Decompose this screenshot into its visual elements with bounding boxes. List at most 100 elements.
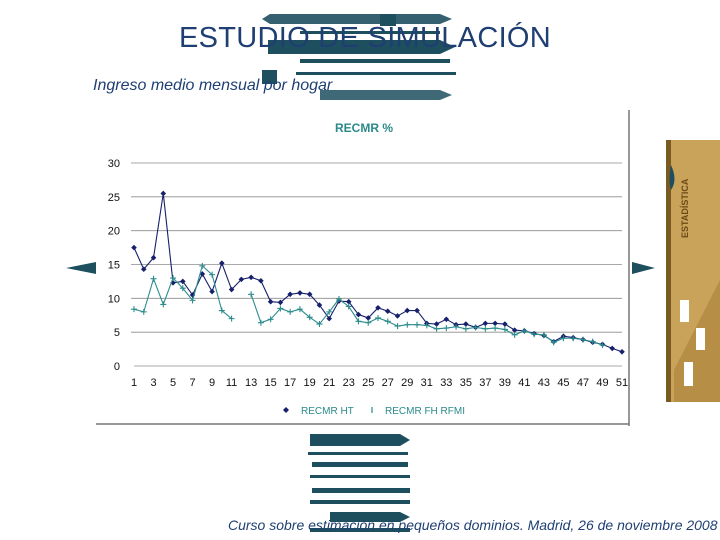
chart-background <box>96 108 632 426</box>
data-point <box>453 323 460 330</box>
data-point <box>170 275 177 282</box>
chart-title: RECMR % <box>335 121 393 135</box>
x-tick-label: 17 <box>284 377 296 389</box>
data-point <box>257 319 264 326</box>
data-point <box>404 321 411 328</box>
x-tick-label: 25 <box>362 377 374 389</box>
data-point <box>219 260 225 266</box>
x-tick-label: 1 <box>131 377 137 389</box>
data-point <box>258 277 264 284</box>
y-tick-label: 10 <box>108 293 120 305</box>
data-point <box>277 299 284 306</box>
logo-panel: ESTADÍSTICA <box>666 140 720 402</box>
data-point <box>180 278 186 285</box>
slide-title: ESTUDIO DE SIMULACIÓN <box>178 22 552 54</box>
data-point <box>228 315 235 322</box>
data-point <box>297 290 303 296</box>
y-tick-label: 15 <box>108 260 120 272</box>
data-point <box>199 262 206 269</box>
data-point <box>296 306 303 313</box>
x-tick-label: 37 <box>479 377 491 389</box>
y-tick-label: 20 <box>108 226 120 238</box>
data-point <box>384 308 391 314</box>
data-point <box>394 323 401 330</box>
data-point <box>355 318 362 325</box>
x-tick-label: 33 <box>440 377 452 389</box>
data-point <box>209 271 216 278</box>
legend-marker <box>283 407 289 413</box>
x-tick-label: 23 <box>343 377 355 389</box>
data-point <box>463 321 469 327</box>
data-point <box>277 305 284 312</box>
data-point <box>189 292 196 298</box>
bottom-ornament <box>300 420 410 532</box>
data-point <box>355 311 362 318</box>
x-tick-label: 47 <box>577 377 589 389</box>
data-point <box>131 306 137 313</box>
x-tick-label: 3 <box>150 377 156 389</box>
data-point <box>433 325 440 332</box>
data-point <box>540 331 547 338</box>
data-point <box>238 276 245 283</box>
x-tick-label: 19 <box>304 377 316 389</box>
data-point <box>589 338 596 345</box>
x-tick-label: 49 <box>596 377 608 389</box>
x-tick-label: 29 <box>401 377 413 389</box>
data-point <box>267 298 274 305</box>
data-point <box>179 285 186 292</box>
legend-label: RECMR HT <box>301 406 354 417</box>
x-tick-label: 27 <box>382 377 394 389</box>
data-point <box>511 331 518 338</box>
data-point <box>287 308 294 315</box>
data-point <box>443 316 450 323</box>
data-point <box>482 320 489 327</box>
data-point <box>619 348 625 355</box>
data-point <box>267 316 274 323</box>
x-tick-label: 45 <box>557 377 569 389</box>
x-tick-label: 39 <box>499 377 511 389</box>
slide-footer: Curso sobre estimación en pequeños domin… <box>228 517 718 533</box>
data-point <box>170 279 176 286</box>
x-tick-label: 31 <box>421 377 433 389</box>
data-point <box>472 324 479 331</box>
data-point <box>560 335 567 342</box>
y-tick-label: 5 <box>114 327 120 339</box>
x-tick-label: 9 <box>209 377 215 389</box>
data-point <box>609 345 616 352</box>
data-point <box>414 321 421 328</box>
data-point <box>306 314 313 321</box>
data-point <box>365 319 372 326</box>
y-tick-label: 30 <box>108 158 120 170</box>
x-tick-label: 41 <box>518 377 530 389</box>
data-point <box>365 315 372 321</box>
side-ornaments <box>66 262 655 274</box>
legend: RECMR HT RECMR FH RFMI <box>283 406 465 417</box>
data-point <box>570 335 577 342</box>
slide-subtitle: Ingreso medio mensual por hogar <box>93 77 333 94</box>
data-point <box>140 266 147 273</box>
data-point <box>326 308 333 315</box>
data-point <box>433 321 440 327</box>
data-point <box>423 322 430 329</box>
data-point <box>521 327 528 334</box>
x-tick-label: 15 <box>265 377 277 389</box>
data-point <box>443 325 450 332</box>
data-point <box>375 314 381 321</box>
x-tick-label: 21 <box>323 377 335 389</box>
data-point <box>316 302 323 308</box>
x-tick-label: 5 <box>170 377 176 389</box>
y-tick-label: 25 <box>108 192 120 204</box>
data-point <box>335 296 342 303</box>
data-point <box>345 298 352 305</box>
data-point <box>287 291 293 298</box>
data-point <box>492 320 498 327</box>
gridlines <box>131 162 622 367</box>
y-axis-ticks: 0 5 10 15 20 25 30 <box>108 158 120 373</box>
data-point <box>384 318 391 325</box>
data-point <box>531 331 538 338</box>
data-point <box>209 288 215 295</box>
data-point <box>511 327 518 333</box>
svg-text:ESTADÍSTICA: ESTADÍSTICA <box>680 178 690 238</box>
